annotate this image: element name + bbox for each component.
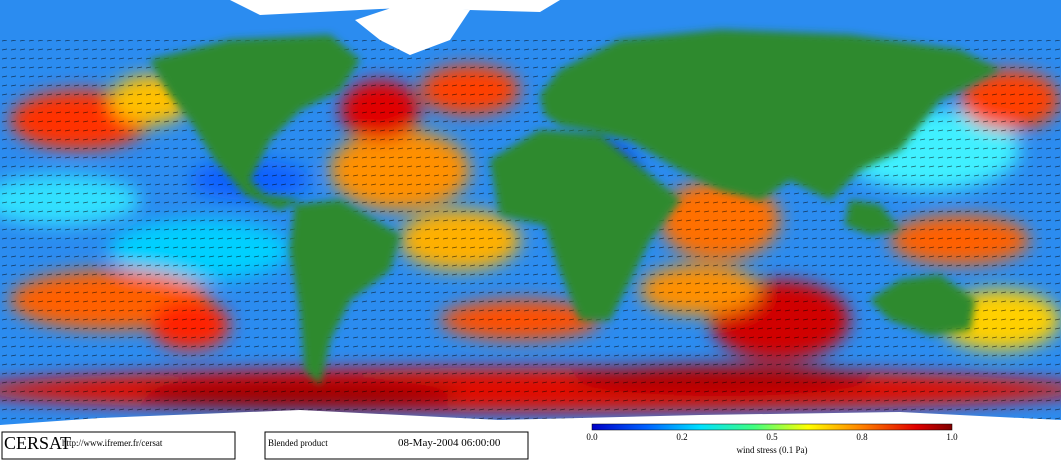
- logo-box: [1, 431, 236, 460]
- product: Blended product: [268, 438, 328, 448]
- colorbar-ticks: 0.0 0.2 0.5 0.8 1.0: [586, 432, 958, 442]
- footer: CERSAT http://www.ifremer.fr/cersat Blen…: [0, 423, 1061, 462]
- continents: [149, 29, 1001, 386]
- colorbar-tick-label: 0.8: [856, 432, 868, 442]
- colorbar-tick-label: 0.2: [676, 432, 687, 442]
- logo: CERSAT: [4, 433, 71, 453]
- date: 08-May-2004 06:00:00: [398, 437, 501, 449]
- url: http://www.ifremer.fr/cersat: [62, 438, 163, 448]
- info-box: [264, 431, 529, 460]
- colorbar: [591, 423, 953, 431]
- colorbar-label: wind stress (0.1 Pa): [737, 445, 808, 455]
- colorbar-tick-label: 0.0: [586, 432, 598, 442]
- colorbar-tick-label: 0.5: [766, 432, 778, 442]
- map-area: [0, 0, 1061, 430]
- colorbar-tick-label: 1.0: [946, 432, 958, 442]
